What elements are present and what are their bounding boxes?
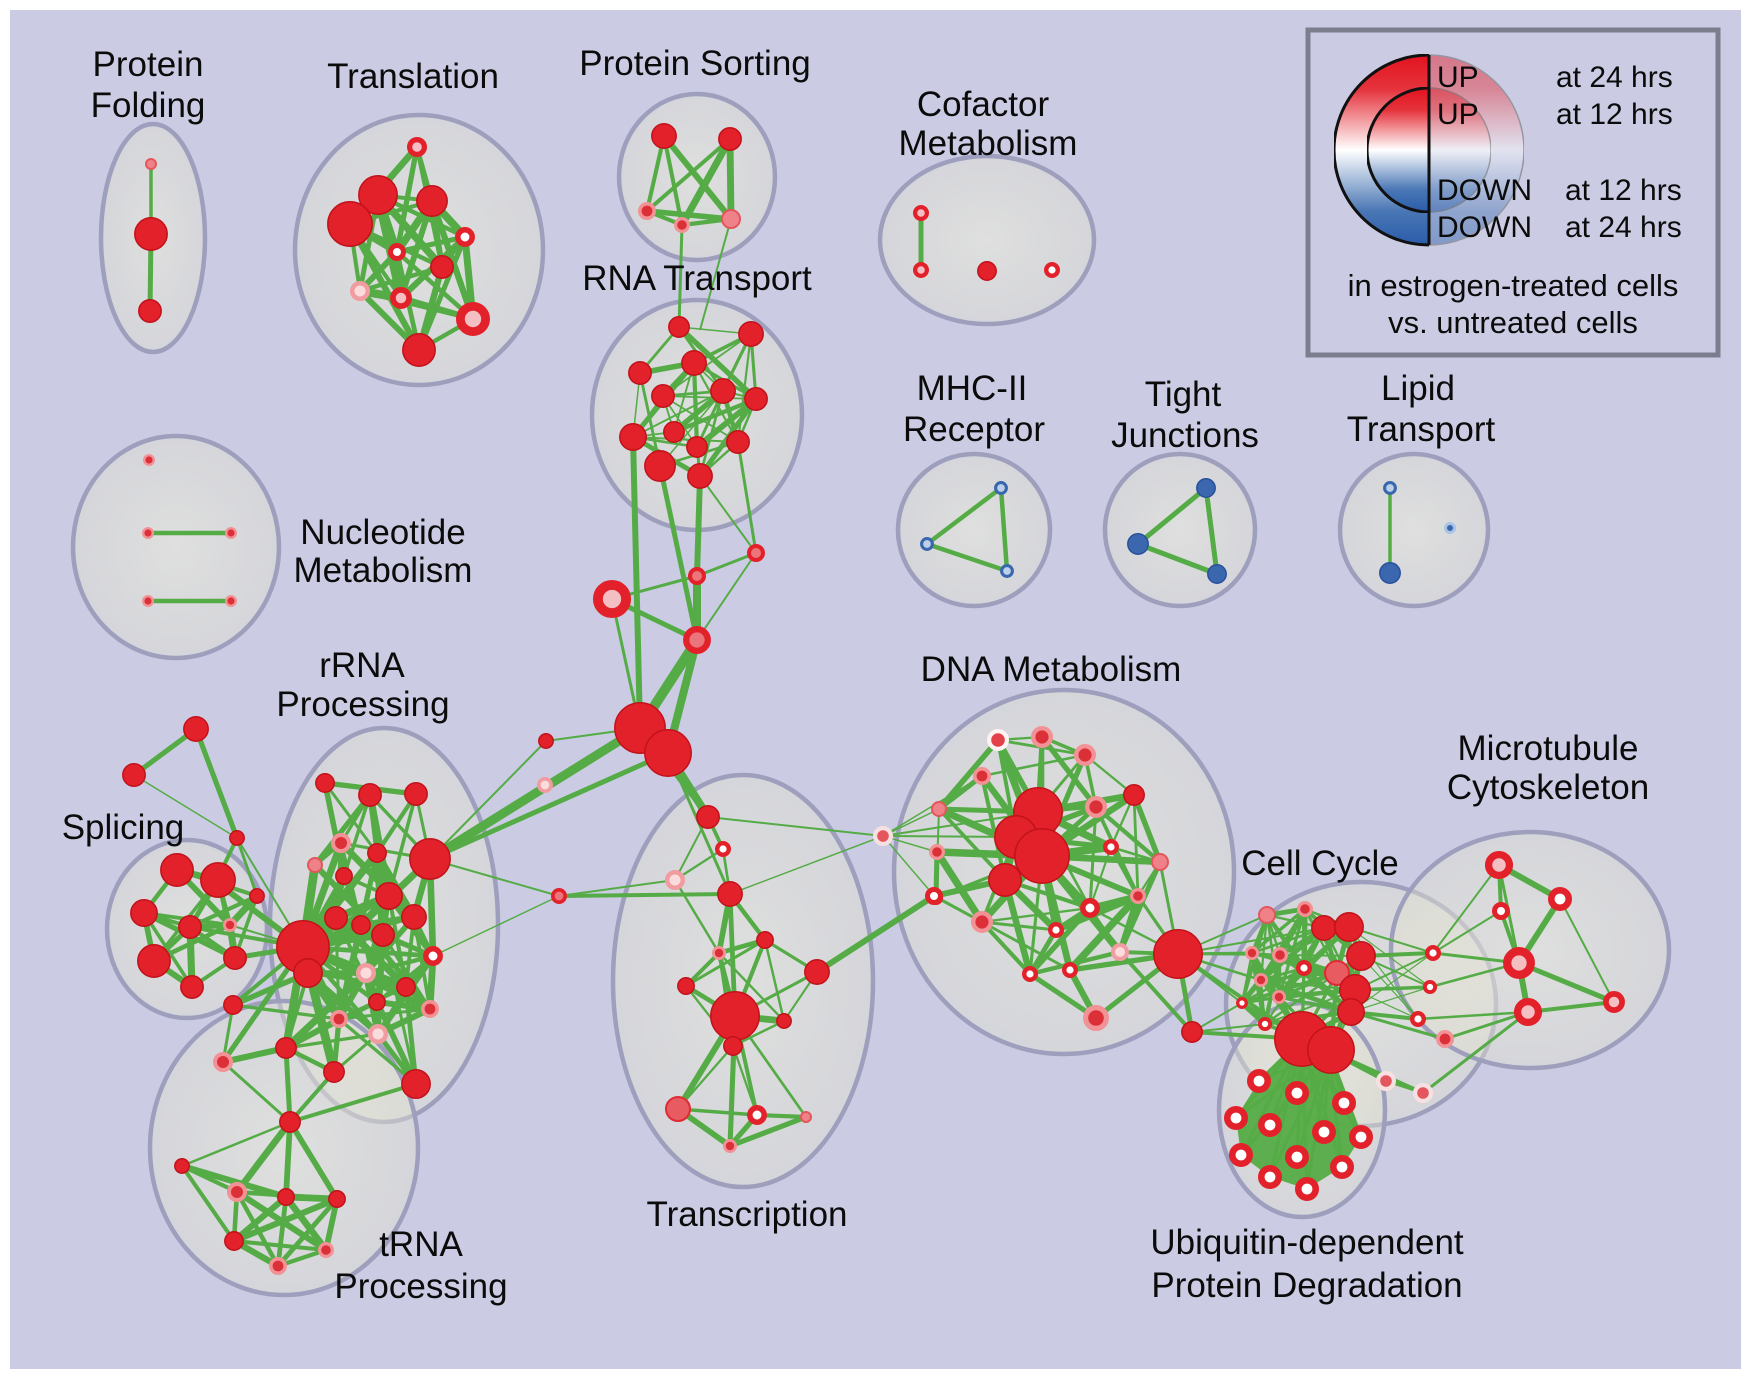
svg-text:UP: UP xyxy=(1437,98,1479,131)
svg-text:Protein: Protein xyxy=(93,45,204,84)
svg-text:rRNA: rRNA xyxy=(319,646,405,685)
svg-text:Metabolism: Metabolism xyxy=(294,551,473,590)
svg-text:tRNA: tRNA xyxy=(379,1225,463,1264)
svg-text:Cell Cycle: Cell Cycle xyxy=(1241,844,1399,883)
svg-text:DOWN: DOWN xyxy=(1437,174,1532,207)
svg-text:Translation: Translation xyxy=(327,57,499,96)
svg-text:Cytoskeleton: Cytoskeleton xyxy=(1447,768,1649,807)
svg-text:Protein Degradation: Protein Degradation xyxy=(1151,1266,1462,1305)
svg-text:Protein Sorting: Protein Sorting xyxy=(579,44,811,83)
svg-text:Tight: Tight xyxy=(1145,375,1222,414)
svg-text:Nucleotide: Nucleotide xyxy=(300,513,465,552)
svg-text:Metabolism: Metabolism xyxy=(899,124,1078,163)
svg-text:at 24 hrs: at 24 hrs xyxy=(1556,61,1673,94)
svg-text:vs. untreated cells: vs. untreated cells xyxy=(1388,305,1638,340)
svg-text:at 12 hrs: at 12 hrs xyxy=(1565,174,1682,207)
svg-text:at 12 hrs: at 12 hrs xyxy=(1556,98,1673,131)
svg-text:Junctions: Junctions xyxy=(1111,416,1259,455)
svg-text:UP: UP xyxy=(1437,61,1479,94)
svg-text:DNA Metabolism: DNA Metabolism xyxy=(921,650,1182,689)
svg-text:Cofactor: Cofactor xyxy=(917,85,1050,124)
svg-text:RNA Transport: RNA Transport xyxy=(582,259,812,298)
svg-text:Processing: Processing xyxy=(276,685,449,724)
svg-text:DOWN: DOWN xyxy=(1437,211,1532,244)
svg-text:Receptor: Receptor xyxy=(903,410,1045,449)
svg-text:Microtubule: Microtubule xyxy=(1458,729,1639,768)
svg-text:Transport: Transport xyxy=(1347,410,1496,449)
svg-text:Transcription: Transcription xyxy=(647,1195,848,1234)
svg-text:Ubiquitin-dependent: Ubiquitin-dependent xyxy=(1150,1223,1464,1262)
svg-text:Processing: Processing xyxy=(334,1267,507,1306)
svg-text:at 24 hrs: at 24 hrs xyxy=(1565,211,1682,244)
svg-text:Splicing: Splicing xyxy=(62,808,185,847)
svg-text:Lipid: Lipid xyxy=(1381,369,1455,408)
svg-text:Folding: Folding xyxy=(91,86,206,125)
svg-text:MHC-II: MHC-II xyxy=(917,369,1028,408)
svg-text:in estrogen-treated cells: in estrogen-treated cells xyxy=(1348,268,1679,303)
